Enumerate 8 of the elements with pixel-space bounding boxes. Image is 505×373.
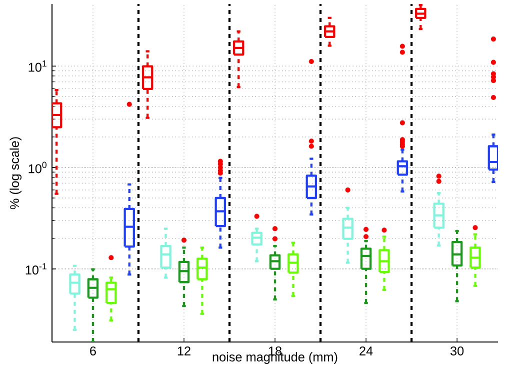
- x-tick-label: 30: [450, 346, 464, 356]
- x-tick-label: 6: [90, 346, 96, 356]
- y-tick-label: 10$^{-1}$: [26, 263, 46, 275]
- y-tick-label: 10$^{1}$: [28, 60, 46, 72]
- y-axis-title: % (log scale): [10, 137, 22, 210]
- x-tick-label: 12: [178, 346, 190, 356]
- x-tick-label: 24: [360, 346, 373, 356]
- y-tick-label: 10$^{0}$: [28, 162, 46, 174]
